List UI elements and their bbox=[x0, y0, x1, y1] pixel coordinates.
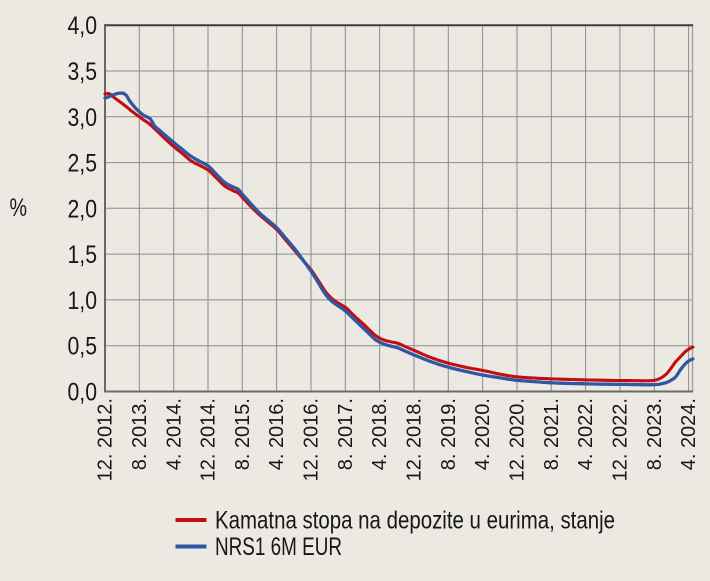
svg-text:8. 2013.: 8. 2013. bbox=[129, 398, 151, 470]
svg-text:%: % bbox=[10, 194, 28, 222]
svg-text:2,5: 2,5 bbox=[68, 150, 98, 178]
svg-text:4. 2024.: 4. 2024. bbox=[678, 398, 700, 470]
svg-text:3,0: 3,0 bbox=[68, 104, 98, 132]
svg-text:8. 2017.: 8. 2017. bbox=[335, 398, 357, 470]
svg-text:8. 2015.: 8. 2015. bbox=[232, 398, 254, 470]
svg-text:3,5: 3,5 bbox=[68, 58, 98, 86]
svg-text:4,0: 4,0 bbox=[68, 12, 98, 40]
svg-text:4. 2016.: 4. 2016. bbox=[266, 398, 288, 470]
svg-text:4. 2020.: 4. 2020. bbox=[472, 398, 494, 470]
svg-text:0,0: 0,0 bbox=[68, 379, 98, 407]
svg-text:8. 2019.: 8. 2019. bbox=[438, 398, 460, 470]
svg-text:12. 2020.: 12. 2020. bbox=[507, 398, 529, 481]
svg-text:12. 2016.: 12. 2016. bbox=[301, 398, 323, 481]
svg-text:8. 2021.: 8. 2021. bbox=[541, 398, 563, 470]
svg-text:1,5: 1,5 bbox=[68, 241, 98, 269]
svg-text:Kamatna stopa na depozite u eu: Kamatna stopa na depozite u eurima, stan… bbox=[215, 507, 615, 535]
svg-text:8. 2023.: 8. 2023. bbox=[644, 398, 666, 470]
svg-text:4. 2018.: 4. 2018. bbox=[369, 398, 391, 470]
svg-text:1,0: 1,0 bbox=[68, 287, 98, 315]
svg-text:12. 2022.: 12. 2022. bbox=[610, 398, 632, 481]
svg-text:4. 2014.: 4. 2014. bbox=[163, 398, 185, 470]
svg-text:NRS1 6M EUR: NRS1 6M EUR bbox=[215, 533, 342, 561]
svg-text:12. 2018.: 12. 2018. bbox=[404, 398, 426, 481]
svg-text:4. 2022.: 4. 2022. bbox=[575, 398, 597, 470]
svg-text:0,5: 0,5 bbox=[68, 333, 98, 361]
svg-text:12. 2014.: 12. 2014. bbox=[198, 398, 220, 481]
svg-text:2,0: 2,0 bbox=[68, 195, 98, 223]
svg-text:12. 2012.: 12. 2012. bbox=[95, 398, 117, 481]
